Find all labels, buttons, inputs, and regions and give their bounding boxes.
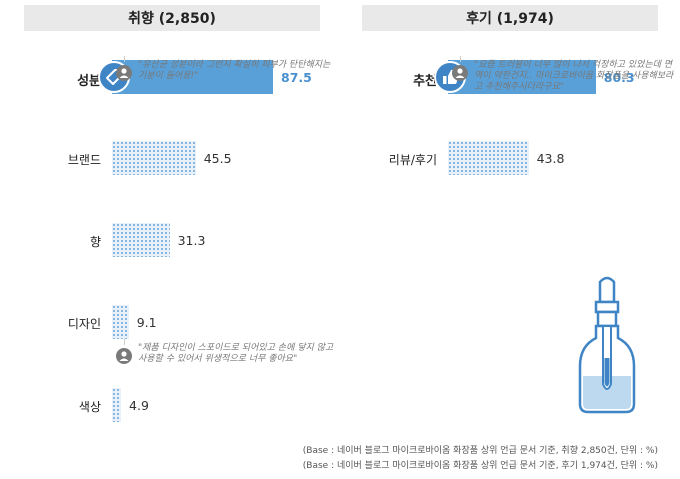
right-panel-title: 후기 (1,974) bbox=[362, 5, 658, 31]
bar bbox=[448, 60, 596, 94]
quote-divider bbox=[124, 56, 125, 62]
value-label: 87.5 bbox=[281, 70, 312, 85]
bar bbox=[112, 141, 196, 175]
category-label: 색상 bbox=[78, 400, 101, 414]
bar bbox=[112, 223, 170, 257]
value-label: 43.8 bbox=[536, 151, 565, 166]
user-icon bbox=[116, 348, 132, 364]
category-label: 추천 bbox=[413, 74, 437, 89]
category-label: 성분 bbox=[77, 74, 101, 89]
base-note-review: (Base : 네이버 블로그 마이크로바이옴 화장품 상위 언급 문서 기준,… bbox=[302, 461, 658, 471]
quote-divider bbox=[124, 339, 125, 345]
user-icon bbox=[452, 65, 468, 81]
quote-divider bbox=[460, 56, 461, 62]
value-label: 4.9 bbox=[129, 398, 149, 413]
bar bbox=[112, 60, 273, 94]
category-label: 브랜드 bbox=[67, 153, 101, 167]
left-panel-title: 취향 (2,850) bbox=[24, 5, 320, 31]
bar bbox=[112, 388, 122, 422]
bar bbox=[448, 141, 529, 175]
value-label: 31.3 bbox=[177, 233, 206, 248]
category-label: 향 bbox=[89, 235, 101, 249]
value-label: 45.5 bbox=[203, 151, 232, 166]
base-note-preference: (Base : 네이버 블로그 마이크로바이옴 화장품 상위 언급 문서 기준,… bbox=[302, 446, 658, 456]
bar bbox=[112, 305, 129, 339]
dropper-bottle-icon bbox=[578, 276, 636, 414]
value-label: 9.1 bbox=[136, 315, 157, 330]
category-label: 리뷰/후기 bbox=[388, 153, 437, 167]
value-label: 80.3 bbox=[603, 70, 635, 85]
user-icon bbox=[116, 65, 132, 81]
quote-text: "유산균 성분이라 그런지 확실히 피부가 탄탄해지는 기분이 들어용!" bbox=[138, 60, 331, 81]
category-label: 디자인 bbox=[67, 317, 101, 331]
quote-text: "제품 디자인이 스포이드로 되어있고 손에 닿지 않고 사용할 수 있어서 위… bbox=[138, 343, 334, 364]
quote-text: "요즘 트러블이 너무 많이 나서 걱정하고 있었는데 면역이 약한건지.. 마… bbox=[474, 60, 674, 92]
